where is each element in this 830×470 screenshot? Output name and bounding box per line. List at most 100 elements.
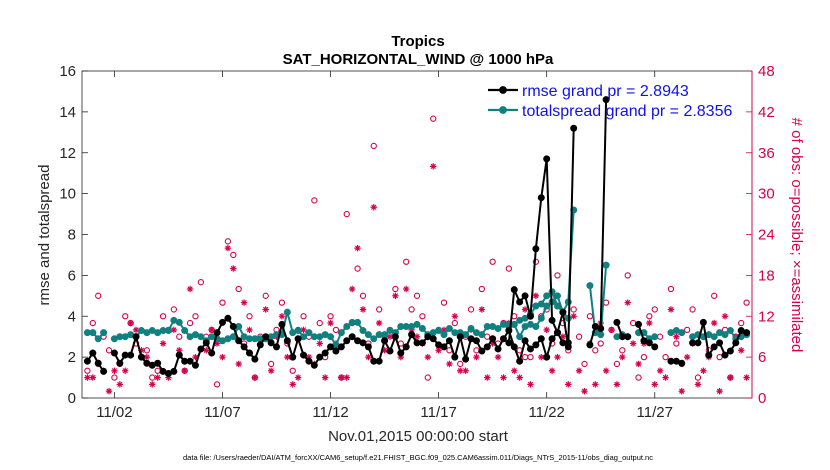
rmse-point bbox=[478, 347, 486, 355]
rmse-point bbox=[586, 341, 594, 349]
totalspread-point bbox=[678, 329, 686, 337]
rmse-point bbox=[197, 345, 205, 353]
obs-assimilated-marker bbox=[127, 319, 134, 327]
rmse-point bbox=[310, 361, 318, 369]
x-axis-label: Nov.01,2015 00:00:00 start bbox=[328, 428, 509, 445]
obs-assimilated-marker bbox=[430, 163, 437, 170]
totalspread-point bbox=[543, 292, 551, 300]
rmse-point bbox=[208, 349, 216, 357]
rmse-point bbox=[116, 359, 124, 367]
rmse-point bbox=[316, 353, 324, 361]
rmse-point bbox=[699, 318, 707, 326]
obs-possible-marker bbox=[370, 142, 377, 150]
rmse-point bbox=[289, 353, 297, 361]
rmse-point bbox=[543, 155, 551, 163]
obs-possible-marker bbox=[646, 313, 653, 320]
y-tick-label: 4 bbox=[68, 308, 76, 325]
obs-assimilated-marker bbox=[673, 333, 680, 340]
x-tick-label: 11/02 bbox=[96, 404, 132, 421]
obs-assimilated-marker bbox=[451, 313, 459, 320]
obs-possible-marker bbox=[743, 299, 750, 306]
rmse-point bbox=[381, 337, 389, 345]
rmse-point bbox=[386, 347, 394, 355]
obs-assimilated-marker bbox=[132, 326, 140, 334]
totalspread-point bbox=[343, 322, 351, 330]
obs-assimilated-marker bbox=[375, 319, 383, 327]
totalspread-point bbox=[467, 325, 475, 333]
obs-assimilated-marker bbox=[619, 353, 626, 361]
rmse-point bbox=[694, 339, 702, 347]
legend-marker bbox=[499, 106, 507, 114]
obs-assimilated-marker bbox=[635, 360, 642, 368]
obs-possible-marker bbox=[111, 374, 118, 381]
obs-possible-marker bbox=[419, 313, 426, 320]
obs-assimilated-marker bbox=[737, 347, 745, 354]
x-tick-label: 11/27 bbox=[637, 404, 673, 421]
obs-possible-marker bbox=[570, 306, 577, 313]
totalspread-point bbox=[586, 282, 594, 290]
obs-possible-marker bbox=[192, 313, 199, 320]
obs-assimilated-marker bbox=[683, 353, 691, 361]
rmse-point bbox=[251, 355, 259, 363]
obs-assimilated-marker bbox=[235, 360, 242, 368]
totalspread-point bbox=[602, 261, 610, 269]
obs-assimilated-marker bbox=[348, 285, 356, 293]
obs-possible-marker bbox=[673, 340, 680, 347]
obs-assimilated-marker bbox=[667, 306, 675, 313]
y-right-tick-label: 42 bbox=[758, 104, 775, 121]
obs-possible-marker bbox=[392, 285, 399, 293]
totalspread-point bbox=[89, 329, 97, 337]
y-tick-label: 10 bbox=[59, 186, 76, 203]
obs-possible-marker bbox=[224, 238, 232, 245]
rmse-point bbox=[537, 335, 545, 343]
obs-assimilated-marker bbox=[159, 340, 167, 347]
y-right-tick-label: 0 bbox=[758, 390, 766, 407]
data-file-footnote: data file: /Users/raeder/DAI/ATM_forcXX/… bbox=[183, 453, 653, 462]
rmse-point bbox=[553, 329, 561, 337]
obs-assimilated-marker bbox=[716, 387, 723, 395]
rmse-point bbox=[229, 322, 237, 330]
rmse-point bbox=[127, 351, 135, 359]
totalspread-point bbox=[364, 331, 372, 339]
y-axis-label: rmse and totalspread bbox=[36, 165, 53, 306]
totalspread-point bbox=[435, 327, 443, 335]
rmse-point bbox=[445, 337, 453, 345]
obs-possible-marker bbox=[651, 306, 658, 313]
rmse-point bbox=[273, 343, 281, 351]
obs-possible-marker bbox=[343, 210, 350, 218]
rmse-point bbox=[456, 333, 464, 341]
obs-assimilated-marker bbox=[321, 374, 329, 381]
obs-assimilated-marker bbox=[316, 340, 323, 347]
obs-possible-marker bbox=[403, 258, 410, 265]
obs-assimilated-marker bbox=[516, 374, 523, 381]
obs-possible-marker bbox=[489, 258, 496, 265]
rmse-point bbox=[721, 351, 729, 359]
totalspread-point bbox=[370, 335, 378, 343]
obs-assimilated-marker bbox=[116, 381, 124, 388]
obs-possible-marker bbox=[478, 285, 485, 293]
obs-assimilated-marker bbox=[592, 381, 599, 388]
obs-assimilated-marker bbox=[359, 306, 367, 313]
rmse-point bbox=[246, 349, 253, 357]
obs-possible-marker bbox=[170, 306, 178, 313]
rmse-point bbox=[337, 343, 345, 351]
totalspread-point bbox=[597, 331, 605, 339]
obs-assimilated-marker bbox=[462, 367, 469, 374]
obs-possible-marker bbox=[575, 333, 583, 340]
y-right-tick-label: 12 bbox=[758, 308, 775, 325]
obs-possible-marker bbox=[246, 313, 253, 320]
obs-assimilated-marker bbox=[743, 374, 750, 381]
obs-possible-marker bbox=[624, 272, 631, 279]
obs-assimilated-marker bbox=[646, 319, 653, 327]
obs-possible-marker bbox=[635, 374, 642, 381]
obs-possible-marker bbox=[440, 299, 448, 306]
rmse-point bbox=[564, 343, 572, 351]
obs-possible-marker bbox=[711, 292, 718, 299]
y-tick-label: 14 bbox=[59, 104, 76, 121]
rmse-point bbox=[548, 335, 556, 343]
obs-possible-marker bbox=[694, 374, 702, 381]
totalspread-point bbox=[494, 325, 502, 333]
obs-possible-marker bbox=[89, 319, 96, 327]
